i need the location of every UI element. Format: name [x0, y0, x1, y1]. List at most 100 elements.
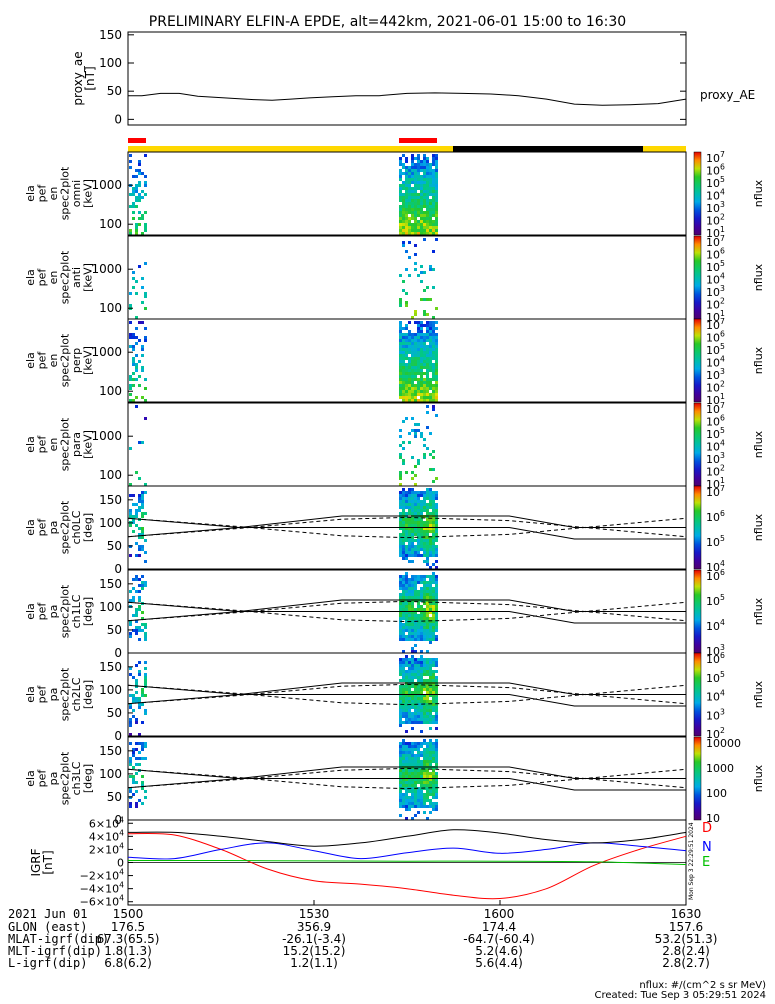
spectrogram-cell: [417, 772, 420, 775]
spectrogram-cell: [399, 527, 402, 530]
spectrogram-cell: [399, 223, 402, 226]
spectrogram-cell: [411, 384, 414, 387]
spectrogram-cell: [402, 670, 405, 673]
spectrogram-cell: [405, 354, 408, 357]
igrf-ytick-label: 6×104: [89, 815, 124, 830]
spectrogram-cell: [399, 658, 402, 661]
footer-row-value: 67.3(65.5): [97, 932, 160, 946]
spectrogram-cell: [429, 491, 432, 494]
spectrogram-cell: [435, 536, 438, 539]
spectrogram-cell: [432, 772, 435, 775]
spectrogram-cell: [414, 778, 417, 781]
spectrogram-cell: [414, 548, 417, 551]
spectrogram-cell: [426, 521, 429, 524]
spectrogram-cell: [423, 539, 426, 542]
colorbar: [693, 736, 702, 821]
spectrogram-cell: [408, 661, 411, 664]
spectrogram-cell: [411, 721, 414, 724]
igrf-series-F: [127, 829, 687, 847]
spectrogram-cell: [135, 763, 138, 766]
spectrogram-cell: [420, 554, 423, 557]
spectrogram-cell: [426, 667, 429, 670]
spectrogram-cell: [405, 357, 408, 360]
spectrogram-cell: [429, 217, 432, 220]
spectrogram-ylabel-line: ela: [24, 519, 37, 536]
colorbar-label: nflux: [752, 263, 765, 291]
spectrogram-cell: [417, 581, 420, 584]
spectrogram-cell: [420, 670, 423, 673]
spectrogram-cell: [414, 575, 417, 578]
spectrogram-ytick-label: 0: [114, 646, 122, 660]
spectrogram-cell: [426, 384, 429, 387]
spectrogram-cell: [420, 321, 423, 324]
footer-row-label: MLT-igrf(dip): [8, 944, 102, 958]
spectrogram-cell: [420, 432, 423, 435]
spectrogram-cell: [408, 333, 411, 336]
spectrogram-cell: [405, 760, 408, 763]
spectrogram-cell: [129, 378, 132, 381]
colorbar-tick-label: 1000: [706, 762, 734, 775]
spectrogram-cell: [405, 301, 408, 304]
spectrogram-cell: [414, 432, 417, 435]
spectrogram-cell: [132, 372, 135, 375]
spectrogram-cell: [411, 590, 414, 593]
spectrogram-panel-7: 150100500elapefpaspec2plotch3LC[deg]1000…: [24, 736, 765, 827]
spectrogram-cell: [138, 608, 141, 611]
side-stamp: Mon Sep 3 22:29:51 2024: [688, 822, 695, 900]
spectrogram-cell: [420, 217, 423, 220]
spectrogram-cell: [420, 685, 423, 688]
spectrogram-cell: [420, 679, 423, 682]
spectrogram-cell: [420, 160, 423, 163]
spectrogram-cell: [417, 199, 420, 202]
spectrogram-cell: [417, 667, 420, 670]
spectrogram-cell: [417, 187, 420, 190]
colorbar-tick-label: 106: [706, 414, 725, 429]
spectrogram-cell: [426, 336, 429, 339]
proxy-ae-ylabel: proxy_ae[nT]: [71, 51, 97, 105]
spectrogram-cell: [414, 694, 417, 697]
spectrogram-cell: [414, 342, 417, 345]
spectrogram-cell: [399, 178, 402, 181]
spectrogram-cell: [129, 512, 132, 515]
spectrogram-cell: [399, 363, 402, 366]
spectrogram-cell: [141, 232, 144, 235]
spectrogram-cell: [144, 626, 147, 629]
spectrogram-cell: [408, 220, 411, 223]
spectrogram-cell: [132, 715, 135, 718]
spectrogram-cell: [414, 196, 417, 199]
spectrogram-cell: [414, 184, 417, 187]
spectrogram-cell: [417, 703, 420, 706]
spectrogram-cell: [144, 635, 147, 638]
spectrogram-cell: [411, 593, 414, 596]
spectrogram-cell: [432, 563, 435, 566]
spectrogram-cell: [402, 748, 405, 751]
spectrogram-cell: [435, 399, 438, 402]
spectrogram-ytick-label: 100: [99, 301, 122, 315]
spectrogram-cell: [435, 548, 438, 551]
spectrogram-cells: [129, 238, 438, 319]
spectrogram-panel-3: 1000100elapefenspec2plotpara[keV]1071061…: [24, 401, 765, 491]
spectrogram-cell: [414, 614, 417, 617]
spectrogram-cell: [432, 709, 435, 712]
spectrogram-cell: [426, 286, 429, 289]
spectrogram-cell: [132, 286, 135, 289]
spectrogram-cell: [411, 381, 414, 384]
spectrogram-cell: [144, 292, 147, 295]
spectrogram-cell: [420, 605, 423, 608]
spectrogram-cell: [435, 784, 438, 787]
spectrogram-cell: [426, 787, 429, 790]
spectrogram-cell: [399, 160, 402, 163]
spectrogram-cell: [405, 587, 408, 590]
spectrogram-ylabel-line: pef: [36, 685, 49, 704]
spectrogram-cell: [423, 503, 426, 506]
spectrogram-cell: [135, 503, 138, 506]
spectrogram-cell: [423, 596, 426, 599]
spectrogram-cell: [402, 721, 405, 724]
spectrogram-cell: [414, 617, 417, 620]
loss-cone-line: [127, 601, 686, 624]
spectrogram-cell: [405, 709, 408, 712]
colorbar: [693, 485, 702, 570]
spectrogram-cell: [408, 509, 411, 512]
spectrogram-cell: [423, 769, 426, 772]
spectrogram-cell: [429, 548, 432, 551]
